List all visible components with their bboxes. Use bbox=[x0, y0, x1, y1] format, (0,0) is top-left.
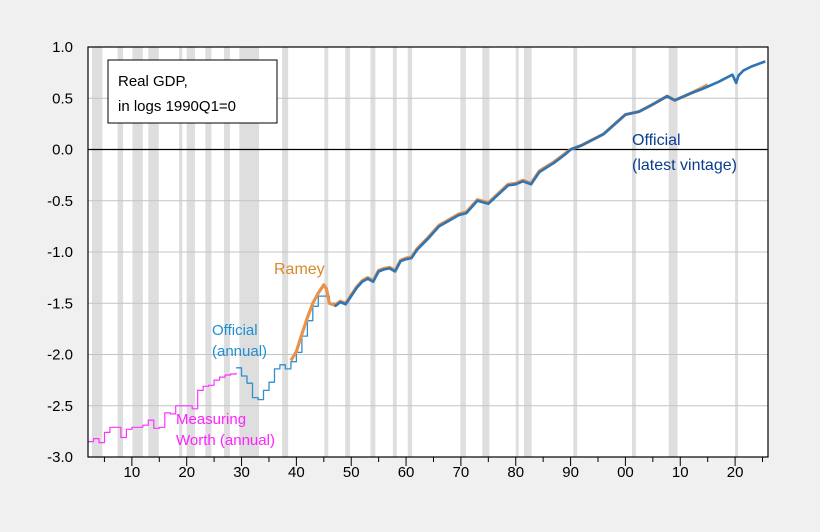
x-tick-label: 50 bbox=[343, 464, 360, 481]
y-axis: 1.0 0.5 0.0 -0.5 -1.0 -1.5 -2.0 -2.5 -3.0 bbox=[47, 39, 73, 466]
y-tick-label: 0.5 bbox=[52, 90, 73, 107]
official-latest-label-2: (latest vintage) bbox=[632, 157, 737, 174]
series-lines bbox=[88, 60, 766, 444]
measuring-worth-label-1: Measuring bbox=[176, 411, 246, 428]
y-tick-label: -2.5 bbox=[47, 398, 73, 415]
y-tick-label: 0.0 bbox=[52, 142, 73, 159]
x-tick-label: 60 bbox=[398, 464, 415, 481]
x-tick-label: 20 bbox=[727, 464, 744, 481]
ramey-label: Ramey bbox=[274, 261, 325, 278]
y-tick-label: -1.5 bbox=[47, 295, 73, 312]
x-tick-label: 20 bbox=[178, 464, 195, 481]
y-tick-label: -0.5 bbox=[47, 193, 73, 210]
official-latest-label-1: Official bbox=[632, 132, 681, 149]
x-tick-label: 40 bbox=[288, 464, 305, 481]
chart-title-line-2: in logs 1990Q1=0 bbox=[118, 98, 236, 115]
chart-title-line-1: Real GDP, bbox=[118, 73, 188, 90]
y-tick-label: -3.0 bbox=[47, 449, 73, 466]
gridlines bbox=[88, 97, 768, 407]
x-tick-label: 00 bbox=[617, 464, 634, 481]
plot-frame bbox=[87, 46, 769, 458]
x-tick-label: 10 bbox=[124, 464, 141, 481]
series-line-measuring-worth-annual bbox=[88, 372, 237, 444]
y-tick-label: -1.0 bbox=[47, 244, 73, 261]
y-tick-label: 1.0 bbox=[52, 39, 73, 56]
legend-box: Real GDP, in logs 1990Q1=0 bbox=[107, 59, 278, 124]
x-axis: 10 20 30 40 50 60 70 80 90 00 10 20 bbox=[103, 457, 764, 481]
x-tick-label: 80 bbox=[507, 464, 524, 481]
y-tick-label: -2.0 bbox=[47, 347, 73, 364]
x-tick-label: 90 bbox=[562, 464, 579, 481]
x-tick-label: 70 bbox=[453, 464, 470, 481]
series-line-official-annual bbox=[236, 295, 336, 401]
series-line-official-latest-vintage bbox=[334, 60, 766, 308]
official-annual-label-1: Official bbox=[212, 322, 258, 339]
x-tick-label: 30 bbox=[233, 464, 250, 481]
official-annual-label-2: (annual) bbox=[212, 343, 267, 360]
measuring-worth-label-2: Worth (annual) bbox=[176, 432, 275, 449]
x-tick-label: 10 bbox=[672, 464, 689, 481]
